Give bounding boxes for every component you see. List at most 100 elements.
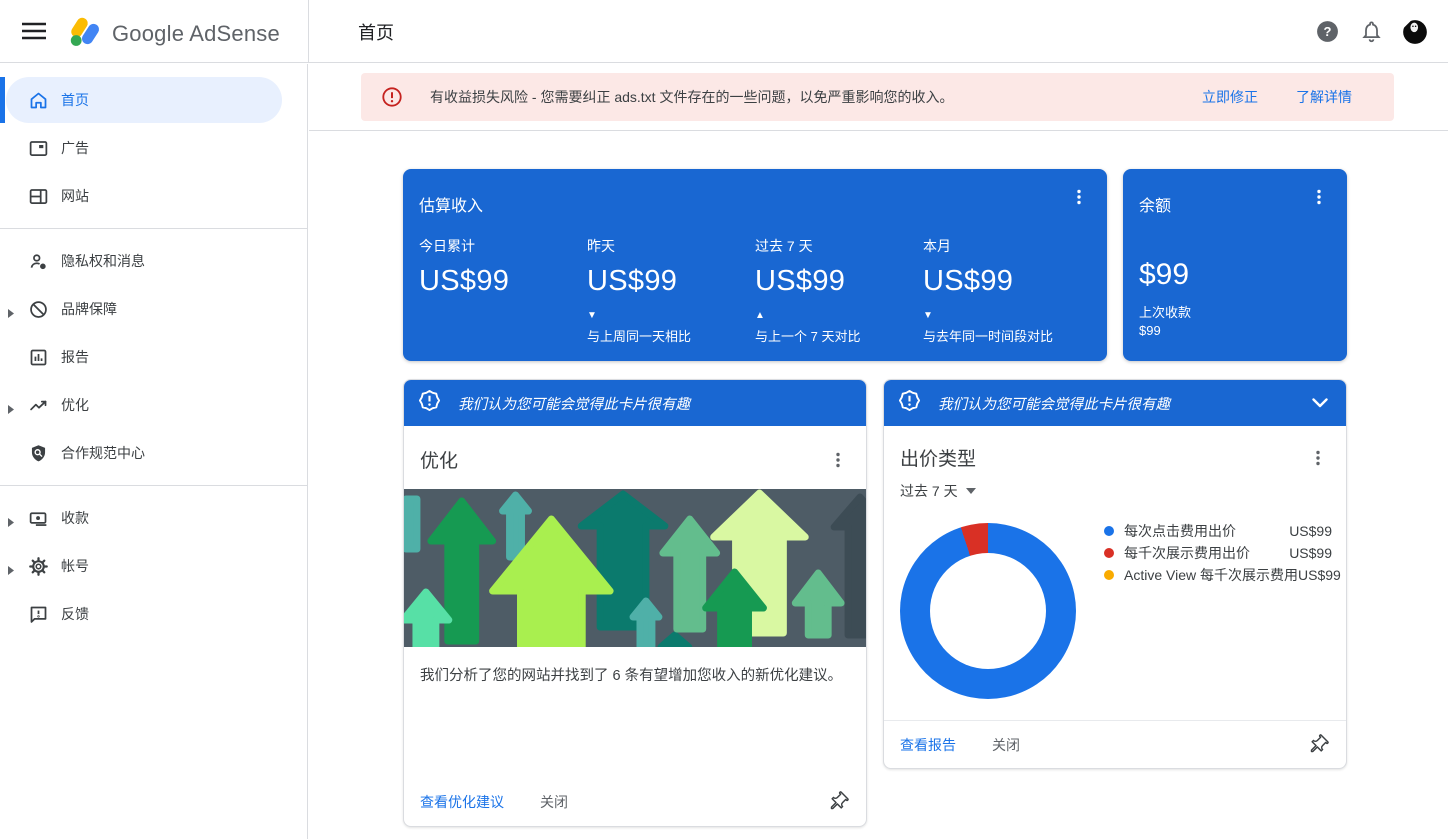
earnings-column-this-month: 本月 US$99 ▼ 与去年同一时间段对比 bbox=[923, 236, 1091, 345]
promo-banner: 我们认为您可能会觉得此卡片很有趣 bbox=[884, 380, 1346, 426]
sidebar-divider bbox=[0, 485, 307, 486]
expand-caret-icon bbox=[8, 514, 14, 532]
compare-label: 与去年同一时间段对比 bbox=[923, 329, 1054, 344]
sidebar-item-label: 隐私权和消息 bbox=[61, 253, 145, 269]
card-footer: 查看报告 关闭 bbox=[884, 720, 1346, 768]
bid-types-donut bbox=[900, 523, 1076, 699]
expand-caret-icon bbox=[8, 562, 14, 580]
dismiss-link[interactable]: 关闭 bbox=[992, 736, 1020, 753]
sites-icon bbox=[27, 185, 49, 207]
legend-label: Active View 每千次展示费用 bbox=[1124, 567, 1298, 583]
page-title: 首页 bbox=[358, 23, 394, 43]
ads-icon bbox=[27, 137, 49, 159]
sidebar-item-brand-safety[interactable]: 品牌保障 bbox=[0, 285, 307, 333]
sidebar-item-label: 广告 bbox=[61, 140, 89, 156]
metric-label: 今日累计 bbox=[419, 238, 475, 254]
view-suggestions-link[interactable]: 查看优化建议 bbox=[420, 794, 504, 810]
earnings-column-yesterday: 昨天 US$99 ▼ 与上周同一天相比 bbox=[587, 236, 755, 345]
sidebar-item-label: 帐号 bbox=[61, 558, 89, 574]
earnings-column-today: 今日累计 US$99 bbox=[419, 236, 587, 345]
expand-caret-icon bbox=[8, 305, 14, 323]
legend-value: US$99 bbox=[1289, 523, 1332, 539]
compare-label: 与上周同一天相比 bbox=[587, 329, 692, 344]
sidebar-item-label: 优化 bbox=[61, 397, 89, 413]
sidebar-item-label: 合作规范中心 bbox=[61, 445, 145, 461]
balance-amount: $99 bbox=[1139, 258, 1190, 291]
metric-label: 昨天 bbox=[587, 238, 615, 254]
home-icon bbox=[27, 89, 49, 111]
earnings-columns: 今日累计 US$99 昨天 US$99 ▼ 与上周同一天相比 过去 7 天 US… bbox=[419, 236, 1091, 345]
sidebar-item-feedback[interactable]: 反馈 bbox=[0, 590, 307, 638]
sidebar-item-label: 品牌保障 bbox=[61, 301, 117, 317]
user-avatar[interactable] bbox=[1402, 19, 1428, 45]
fix-now-link[interactable]: 立即修正 bbox=[1202, 89, 1258, 105]
promo-banner-text: 我们认为您可能会觉得此卡片很有趣 bbox=[938, 396, 1170, 413]
optimization-summary-text: 我们分析了您的网站并找到了 6 条有望增加您收入的新优化建议。 bbox=[420, 668, 843, 684]
topbar-divider bbox=[308, 0, 309, 63]
legend-row-cpm: 每千次展示费用出价 US$99 bbox=[1104, 542, 1332, 564]
learn-more-link[interactable]: 了解详情 bbox=[1296, 89, 1352, 105]
sidebar-item-reports[interactable]: 报告 bbox=[0, 333, 307, 381]
main-content: 有收益损失风险 - 您需要纠正 ads.txt 文件存在的一些问题，以免严重影响… bbox=[309, 64, 1448, 839]
sidebar-item-policy-center[interactable]: 合作规范中心 bbox=[0, 429, 307, 477]
topbar-actions: ? bbox=[1314, 0, 1428, 63]
estimated-earnings-card: 估算收入 今日累计 US$99 昨天 US$99 ▼ 与上周同一天相比 过去 7… bbox=[403, 169, 1107, 361]
interest-badge-icon bbox=[418, 389, 441, 417]
sidebar-item-label: 报告 bbox=[61, 349, 89, 365]
sidebar-item-account[interactable]: 帐号 bbox=[0, 542, 307, 590]
sidebar-item-payments[interactable]: 收款 bbox=[0, 494, 307, 542]
privacy-messaging-icon bbox=[27, 250, 49, 272]
ads-txt-alert-banner: 有收益损失风险 - 您需要纠正 ads.txt 文件存在的一些问题，以免严重影响… bbox=[361, 73, 1394, 121]
sidebar-item-privacy-messaging[interactable]: 隐私权和消息 bbox=[0, 237, 307, 285]
sidebar-item-optimization[interactable]: 优化 bbox=[0, 381, 307, 429]
notifications-bell-icon[interactable] bbox=[1358, 19, 1384, 45]
feedback-icon bbox=[27, 603, 49, 625]
kebab-menu-icon[interactable] bbox=[826, 448, 850, 472]
sidebar-item-home[interactable]: 首页 bbox=[0, 76, 307, 124]
sidebar-nav: 首页 广告 网站 隐私权和消息 品牌保障 报告 bbox=[0, 64, 308, 839]
pin-icon[interactable] bbox=[1306, 733, 1330, 757]
legend-row-cpc: 每次点击费用出价 US$99 bbox=[1104, 520, 1332, 542]
balance-card: 余额 $99 上次收款 $99 bbox=[1123, 169, 1347, 361]
date-range-selector[interactable]: 过去 7 天 bbox=[884, 471, 1346, 501]
trend-down-icon: ▼ bbox=[923, 310, 933, 321]
legend-value: US$99 bbox=[1298, 567, 1341, 583]
promo-banner: 我们认为您可能会觉得此卡片很有趣 bbox=[404, 380, 866, 426]
top-bar: Google AdSense 首页 ? bbox=[0, 0, 1448, 63]
adsense-logo[interactable]: Google AdSense bbox=[64, 12, 280, 55]
date-range-label: 过去 7 天 bbox=[900, 483, 958, 499]
alert-message: 有收益损失风险 - 您需要纠正 ads.txt 文件存在的一些问题，以免严重影响… bbox=[430, 89, 954, 105]
reports-icon bbox=[27, 346, 49, 368]
legend-label: 每次点击费用出价 bbox=[1124, 523, 1236, 539]
legend-dot-blue bbox=[1104, 526, 1114, 536]
legend-dot-red bbox=[1104, 548, 1114, 558]
sidebar-divider bbox=[0, 228, 307, 229]
kebab-menu-icon[interactable] bbox=[1067, 185, 1091, 209]
metric-value: US$99 bbox=[587, 265, 678, 297]
metric-value: US$99 bbox=[923, 265, 1014, 297]
help-icon[interactable]: ? bbox=[1314, 19, 1340, 45]
last-payment-label: 上次收款 bbox=[1139, 305, 1192, 320]
trend-down-icon: ▼ bbox=[587, 310, 597, 321]
compare-label: 与上一个 7 天对比 bbox=[755, 329, 861, 344]
trend-icon bbox=[419, 310, 587, 326]
dismiss-link[interactable]: 关闭 bbox=[540, 794, 568, 810]
pin-icon[interactable] bbox=[826, 790, 850, 814]
metric-label: 本月 bbox=[923, 238, 951, 254]
view-report-link[interactable]: 查看报告 bbox=[900, 736, 956, 753]
kebab-menu-icon[interactable] bbox=[1307, 185, 1331, 209]
brand-name: Google AdSense bbox=[112, 20, 280, 46]
trend-up-icon: ▲ bbox=[755, 310, 765, 321]
legend-dot-yellow bbox=[1104, 570, 1114, 580]
svg-text:?: ? bbox=[1323, 24, 1331, 39]
sidebar-item-ads[interactable]: 广告 bbox=[0, 124, 307, 172]
sidebar-item-sites[interactable]: 网站 bbox=[0, 172, 307, 220]
optimization-card: 我们认为您可能会觉得此卡片很有趣 优化 bbox=[403, 379, 867, 827]
card-title: 估算收入 bbox=[419, 198, 484, 215]
hamburger-menu-icon[interactable] bbox=[21, 20, 47, 42]
promo-banner-text: 我们认为您可能会觉得此卡片很有趣 bbox=[458, 396, 690, 413]
kebab-menu-icon[interactable] bbox=[1306, 446, 1330, 470]
adsense-logo-icon bbox=[64, 12, 102, 55]
collapse-chevron-icon[interactable] bbox=[1308, 391, 1332, 415]
bid-types-card: 我们认为您可能会觉得此卡片很有趣 出价类型 过去 7 天 每次点击费用出价 US… bbox=[883, 379, 1347, 769]
